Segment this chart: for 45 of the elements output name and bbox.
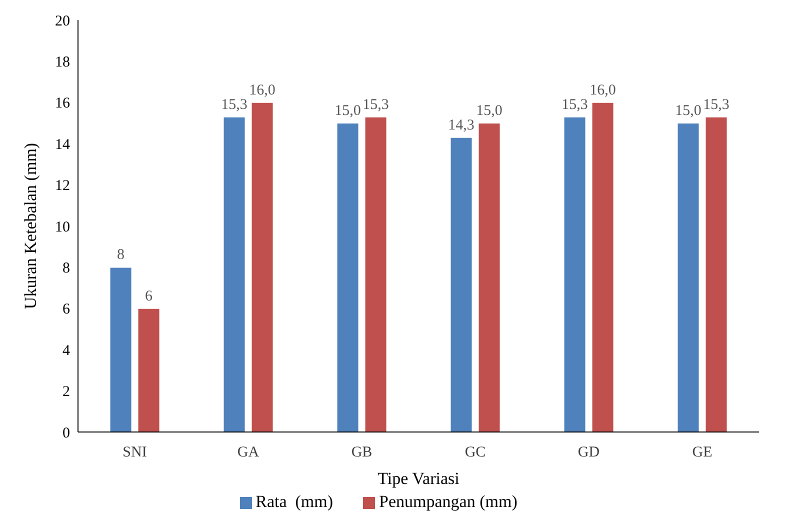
- x-tick-label: GC: [464, 444, 486, 461]
- x-tick-label: GB: [351, 444, 372, 461]
- y-tick-label: 20: [55, 13, 70, 30]
- bar: [450, 136, 473, 432]
- data-label: 6: [145, 288, 154, 304]
- x-tick-label: GD: [578, 444, 600, 461]
- x-tick-label: GA: [237, 444, 260, 461]
- bar: [591, 102, 614, 432]
- data-label: 15,3: [221, 96, 248, 113]
- bar: [109, 266, 132, 432]
- y-tick-label: 18: [55, 54, 70, 71]
- legend-label: Rata (mm): [256, 492, 334, 511]
- data-label: 15,3: [362, 96, 389, 113]
- bar: [222, 116, 246, 432]
- bar: [137, 308, 160, 432]
- data-label: 15,3: [562, 96, 588, 113]
- y-tick-label: 2: [62, 384, 70, 400]
- data-label: 16,0: [249, 82, 276, 98]
- bar: [478, 122, 501, 432]
- y-tick-label: 0: [62, 425, 70, 442]
- x-axis-title: Tipe Variasi: [378, 469, 460, 488]
- y-tick-label: 6: [62, 302, 70, 318]
- bar: [336, 122, 360, 432]
- data-label: 14,3: [448, 117, 474, 134]
- bar: [364, 116, 388, 432]
- x-tick-label: GE: [692, 444, 712, 461]
- bar: [250, 102, 274, 432]
- y-tick-label: 14: [55, 136, 70, 153]
- bar: [563, 116, 586, 432]
- legend-label: Penumpangan (mm): [379, 492, 518, 511]
- y-tick-label: 16: [55, 96, 70, 112]
- data-label: 15,0: [476, 103, 502, 119]
- data-label: 15,0: [334, 103, 361, 119]
- data-label: 8: [117, 247, 125, 264]
- data-label: 15,3: [703, 96, 730, 113]
- y-tick-label: 4: [62, 342, 70, 359]
- y-axis-title: Ukuran Ketebalan (mm): [21, 142, 40, 310]
- y-tick-label: 8: [62, 260, 70, 277]
- y-tick-label: 10: [55, 219, 70, 236]
- bar: [676, 122, 700, 432]
- x-tick-label: SNI: [122, 444, 147, 461]
- y-tick-label: 12: [55, 178, 70, 194]
- data-label: 16,0: [590, 82, 616, 98]
- bar: [704, 116, 728, 432]
- data-label: 15,0: [675, 103, 702, 119]
